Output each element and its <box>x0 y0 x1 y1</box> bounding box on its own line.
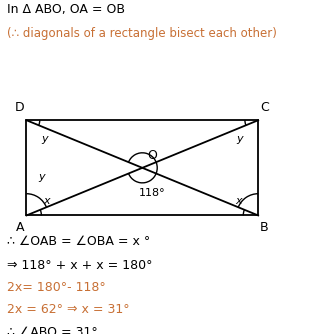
Text: y: y <box>38 172 45 182</box>
Text: y: y <box>41 134 48 144</box>
Text: y: y <box>237 134 243 144</box>
Text: ∴ ∠ABO = 31°: ∴ ∠ABO = 31° <box>7 326 97 334</box>
Text: C: C <box>260 101 268 114</box>
Text: In Δ ABO, OA = OB: In Δ ABO, OA = OB <box>7 3 124 16</box>
Text: x: x <box>43 196 50 206</box>
Text: x: x <box>235 196 242 206</box>
Text: 2x = 62° ⇒ x = 31°: 2x = 62° ⇒ x = 31° <box>7 303 129 316</box>
Text: D: D <box>15 101 25 114</box>
Text: B: B <box>260 221 268 234</box>
Bar <box>26 120 258 215</box>
Text: ⇒ 118° + x + x = 180°: ⇒ 118° + x + x = 180° <box>7 259 152 272</box>
Text: 118°: 118° <box>139 188 166 198</box>
Text: A: A <box>16 221 25 234</box>
Text: O: O <box>147 149 157 162</box>
Text: (∴ diagonals of a rectangle bisect each other): (∴ diagonals of a rectangle bisect each … <box>7 27 276 40</box>
Text: ∴ ∠OAB = ∠OBA = x °: ∴ ∠OAB = ∠OBA = x ° <box>7 235 150 248</box>
Text: 2x= 180°- 118°: 2x= 180°- 118° <box>7 281 105 294</box>
